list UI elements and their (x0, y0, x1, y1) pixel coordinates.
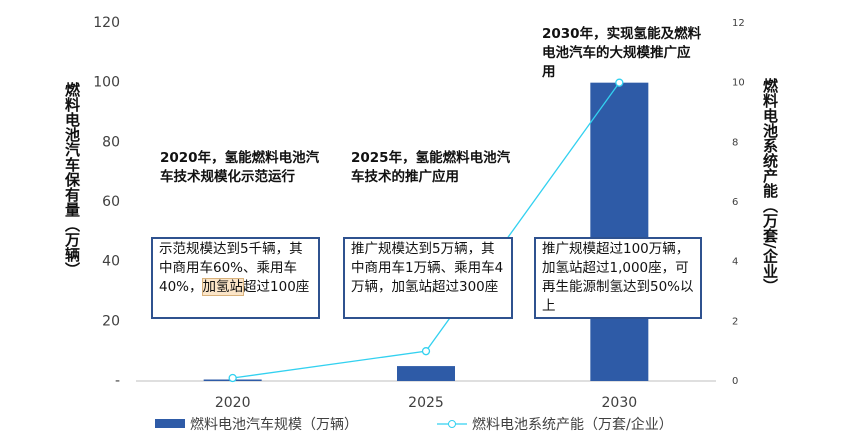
legend-swatch (448, 420, 456, 428)
y2-tick-label: 4 (732, 257, 738, 268)
y-tick-label: 60 (102, 194, 120, 210)
annotation-title: 2025年，氢能燃料电池汽车技术的推广应用 (351, 150, 511, 185)
y2-tick-label: 2 (732, 316, 738, 327)
line-marker (421, 347, 431, 356)
y-axis-title: 燃料电池汽车保有量（万辆） (63, 82, 81, 277)
line-marker (228, 373, 237, 383)
y-tick-label: 40 (102, 254, 120, 270)
y2-tick-label: 8 (732, 137, 738, 148)
annotation-text: 推广规模超过100万辆，加氢站超过1,000座，可再生能源制氢达到50%以上 (542, 241, 694, 314)
annotation-box: 示范规模达到5千辆，其中商用车60%、乘用车40%，加氢站超过100座 (151, 237, 320, 319)
y2-tick-label: 10 (732, 78, 745, 89)
y2-axis-title: 燃料电池系统产能（万套/企业） (761, 78, 779, 294)
y-tick-label: 120 (93, 15, 120, 31)
y2-tick-label: 6 (732, 197, 738, 208)
y2-tick-label: 12 (732, 18, 745, 29)
bar (397, 366, 455, 381)
annotation-box: 推广规模超过100万辆，加氢站超过1,000座，可再生能源制氢达到50%以上 (534, 237, 702, 319)
line (232, 82, 620, 379)
y-tick-label: 20 (102, 313, 120, 329)
annotation-text: 推广规模达到5万辆，其中商用车1万辆、乘用车4万辆，加氢站超过300座 (351, 241, 504, 295)
x-tick-label: 2025 (408, 395, 444, 411)
annotation-highlight: 加氢站 (201, 278, 245, 296)
y-tick-label: - (115, 373, 120, 389)
line-marker (615, 78, 624, 87)
annotation-title: 2020年，氢能燃料电池汽车技术规模化示范运行 (160, 150, 320, 185)
annotation-box: 推广规模达到5万辆，其中商用车1万辆、乘用车4万辆，加氢站超过300座 (343, 237, 513, 319)
x-tick-label: 2030 (602, 395, 638, 411)
legend-swatch (155, 419, 185, 428)
bar (590, 82, 649, 382)
y-tick-label: 80 (102, 134, 120, 150)
y-tick-label: 100 (93, 75, 120, 91)
annotation-text: 超过100座 (243, 279, 310, 295)
legend-label: 燃料电池系统产能（万套/企业） (472, 416, 673, 433)
annotation-text: 示范规模达到5千辆，其中商用车60%、乘用车40%， (159, 241, 303, 295)
x-tick-label: 2020 (215, 395, 251, 411)
annotation-title: 2030年，实现氢能及燃料电池汽车的大规模推广应用 (542, 26, 702, 80)
legend-label: 燃料电池汽车规模（万辆） (190, 416, 358, 433)
y2-tick-label: 0 (732, 376, 738, 387)
